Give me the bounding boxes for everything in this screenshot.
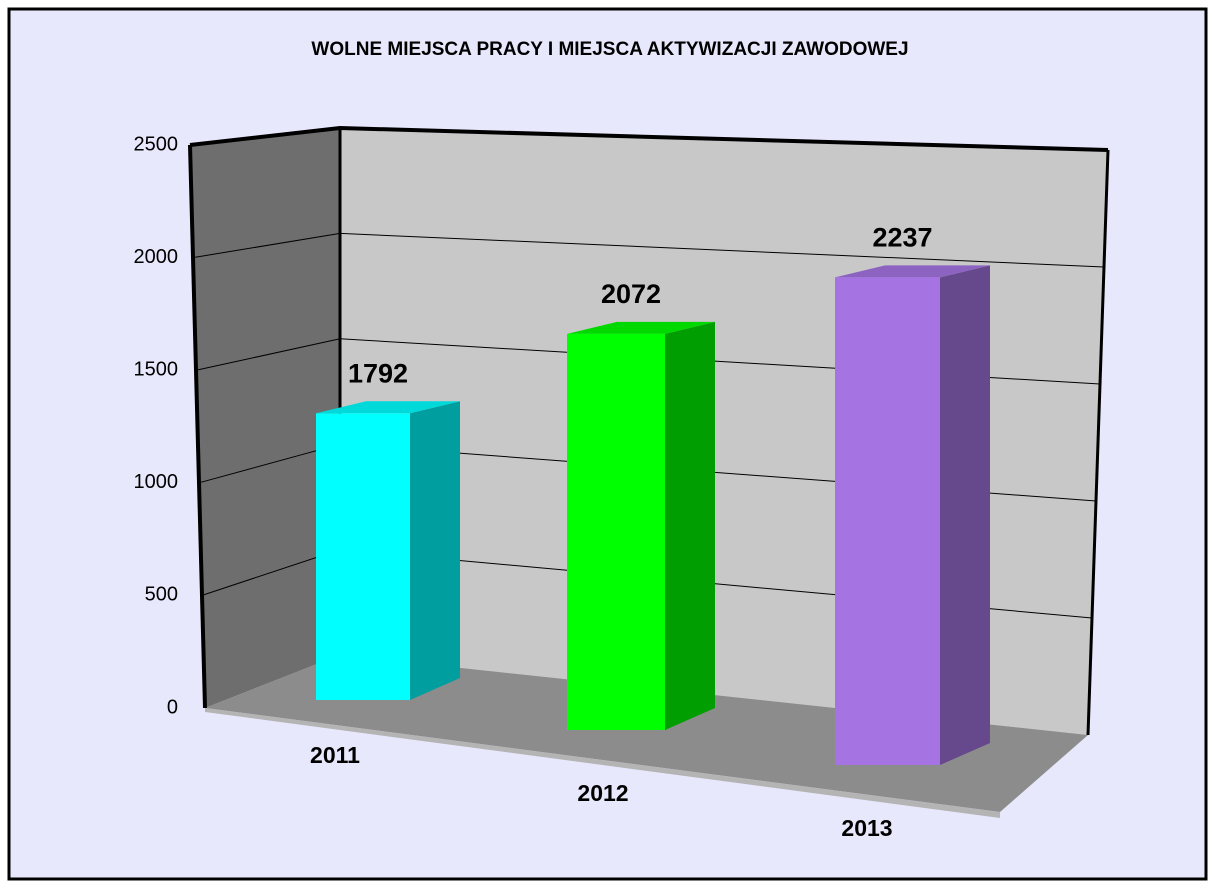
y-tick-label: 2000 — [134, 246, 179, 268]
x-tick-label: 2011 — [310, 742, 360, 768]
chart-title: WOLNE MIEJSCA PRACY I MIEJSCA AKTYWIZACJ… — [311, 39, 908, 60]
bar-side — [410, 401, 460, 700]
y-axis — [188, 144, 207, 709]
bars — [316, 265, 990, 765]
y-tick-label: 1500 — [134, 358, 179, 380]
y-tick-label: 0 — [167, 696, 178, 718]
data-label: 2072 — [601, 279, 661, 309]
data-label: 2237 — [872, 222, 932, 252]
bar-top — [567, 321, 715, 334]
bar — [835, 277, 940, 765]
bar-side — [940, 265, 990, 765]
bar-top — [316, 401, 460, 414]
data-label: 1792 — [348, 358, 408, 388]
y-tick-label: 2500 — [134, 133, 179, 155]
bar — [316, 413, 410, 700]
floor — [205, 655, 1088, 812]
bar — [567, 333, 665, 730]
floor-edge — [205, 708, 1000, 818]
bar-side — [665, 321, 715, 730]
bar-top — [835, 265, 990, 278]
left-wall — [190, 128, 340, 708]
x-tick-label: 2013 — [841, 815, 892, 841]
x-tick-label: 2012 — [577, 780, 628, 806]
y-tick-label: 1000 — [134, 471, 179, 493]
y-tick-label: 500 — [145, 584, 178, 606]
wall-right-edge — [1086, 149, 1110, 736]
